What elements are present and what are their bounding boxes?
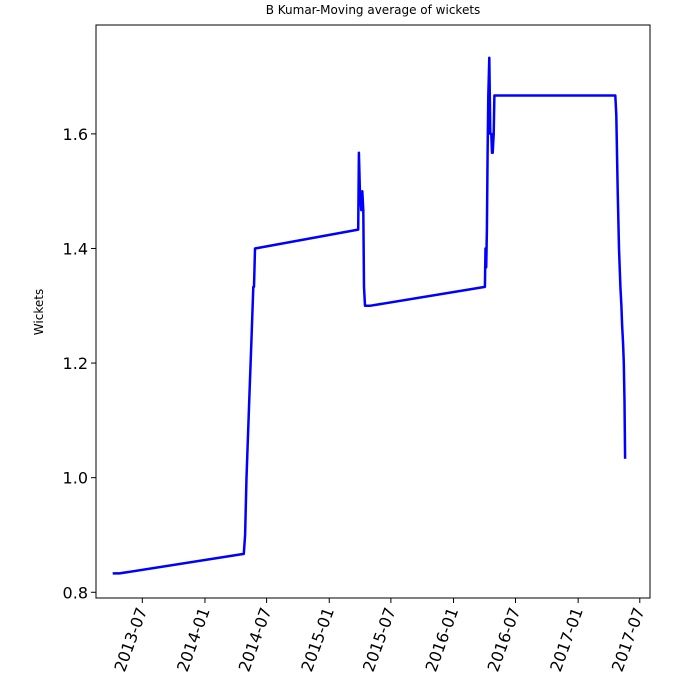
x-tick-label: 2017-01 xyxy=(546,605,587,674)
plot-frame xyxy=(95,24,651,599)
y-tick-label: 1.6 xyxy=(63,125,88,144)
x-tick-label: 2015-01 xyxy=(297,605,338,674)
y-tick-label: 0.8 xyxy=(63,583,88,602)
x-tick-label: 2016-01 xyxy=(422,605,463,674)
y-axis-ticks: 0.8 1.0 1.2 1.4 1.6 xyxy=(63,125,96,602)
series-line xyxy=(112,56,627,575)
y-axis-label: Wickets xyxy=(32,289,46,335)
x-tick-label: 2014-07 xyxy=(235,605,276,674)
plot-area xyxy=(95,24,651,599)
y-tick-label: 1.0 xyxy=(63,469,88,488)
x-tick-label: 2014-01 xyxy=(173,605,214,674)
y-tick-label: 1.2 xyxy=(63,354,88,373)
chart-title: B Kumar-Moving average of wickets xyxy=(266,3,481,17)
x-tick-label: 2017-07 xyxy=(608,605,649,674)
x-tick-label: 2013-07 xyxy=(110,605,151,674)
y-tick-label: 1.4 xyxy=(63,239,88,258)
x-tick-label: 2016-07 xyxy=(484,605,525,674)
x-axis-ticks: 2013-07 2014-01 2014-07 2015-01 2015-07 2016-… xyxy=(110,598,649,674)
x-tick-label: 2015-07 xyxy=(359,605,400,674)
